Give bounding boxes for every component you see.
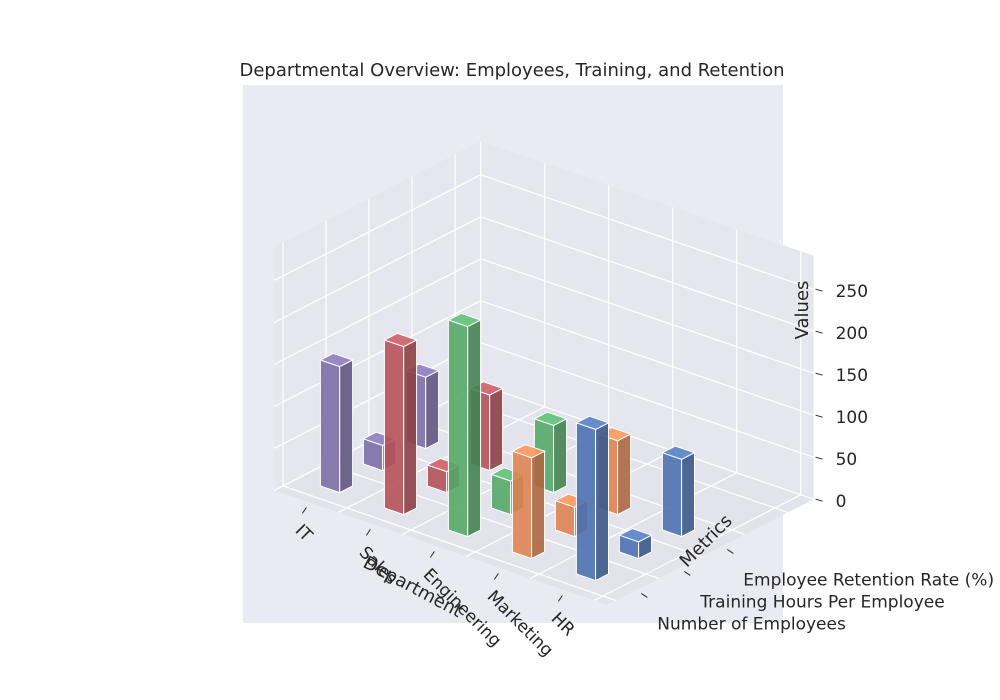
- bar-top-face: [511, 444, 546, 459]
- y-tick-mark: [641, 592, 648, 598]
- grid-line-z: [274, 342, 482, 449]
- grid-line-x: [594, 494, 802, 601]
- bar-front-face: [319, 359, 341, 494]
- bars: [319, 312, 696, 582]
- bar: [618, 528, 653, 560]
- x-tick-mark: [493, 573, 499, 580]
- bar-side-face: [403, 339, 418, 516]
- bar: [383, 332, 418, 516]
- grid-line-z: [480, 384, 814, 500]
- y-tick-label: Training Hours Per Employee: [699, 592, 944, 612]
- bar-top-face: [319, 352, 354, 368]
- bar-top-face: [383, 332, 418, 348]
- bar-side-face: [425, 369, 440, 450]
- y-tick-mark: [727, 548, 734, 554]
- z-tick-mark: [815, 498, 823, 502]
- bar: [661, 445, 696, 538]
- z-tick-label: 100: [836, 408, 868, 428]
- z-tick-label: 150: [836, 366, 868, 386]
- z-tick-label: 50: [836, 450, 858, 470]
- y-tick-mark: [684, 570, 691, 576]
- grid-line-z: [274, 216, 482, 323]
- y-tick-label: Number of Employees: [657, 614, 846, 634]
- grid-line-z: [480, 216, 814, 332]
- z-tick-mark: [815, 456, 823, 460]
- bar-front-face: [661, 451, 683, 538]
- y-tick-label: Employee Retention Rate (%): [743, 570, 994, 590]
- x-tick-mark: [429, 551, 435, 558]
- bar-side-face: [595, 421, 609, 582]
- bar-side-face: [617, 433, 632, 516]
- grid-line-z: [274, 174, 482, 281]
- bar-side-face: [467, 319, 482, 538]
- grid-line-z: [480, 300, 814, 416]
- z-axis-label: Values: [792, 281, 813, 340]
- z-tick-mark: [815, 288, 823, 292]
- bar-front-face: [511, 450, 533, 560]
- bar: [447, 312, 482, 538]
- z-tick-mark: [815, 372, 823, 376]
- bar: [319, 352, 354, 494]
- bar-front-face: [447, 319, 469, 538]
- z-tick-label: 0: [836, 492, 847, 512]
- bar-side-face: [681, 451, 695, 538]
- bar-top-face: [575, 415, 610, 430]
- z-tick-label: 250: [836, 282, 868, 302]
- z-tick-label: 200: [836, 324, 868, 344]
- x-tick-mark: [365, 529, 371, 536]
- x-tick-mark: [301, 507, 307, 514]
- bar-side-face: [489, 387, 504, 472]
- bar-side-face: [553, 417, 568, 494]
- bar-front-face: [575, 422, 597, 582]
- bar-side-face: [531, 450, 546, 560]
- bar-top-face: [533, 411, 568, 426]
- x-tick-mark: [557, 595, 563, 602]
- grid-line-z: [480, 342, 814, 458]
- grid-line-z: [480, 174, 814, 290]
- grid-line-y: [282, 485, 616, 601]
- bar: [511, 444, 546, 560]
- grid-line-z: [274, 300, 482, 407]
- bar: [575, 415, 610, 582]
- grid-line-x: [530, 472, 738, 579]
- bar-front-face: [383, 339, 405, 516]
- z-tick-mark: [815, 330, 823, 334]
- bar-side-face: [339, 359, 354, 494]
- back-wall-pane: [480, 141, 814, 500]
- grid-line-z: [274, 258, 482, 365]
- bar-top-face: [661, 445, 696, 460]
- bar-top-face: [447, 312, 482, 328]
- z-tick-mark: [815, 414, 823, 418]
- chart-title: Departmental Overview: Employees, Traini…: [239, 60, 784, 81]
- bar-top-face: [618, 528, 653, 543]
- grid-line-z: [480, 258, 814, 374]
